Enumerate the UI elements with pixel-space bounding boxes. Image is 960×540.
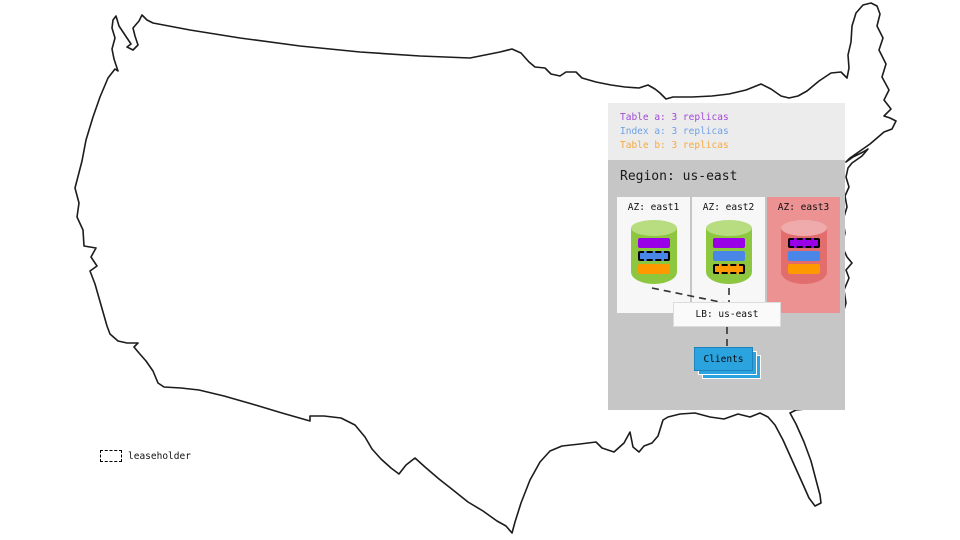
- leaseholder-label: leaseholder: [128, 450, 191, 462]
- replica-bar-table-a: [637, 238, 670, 248]
- leaseholder-swatch-icon: [100, 450, 122, 462]
- leaseholder-legend: leaseholder: [100, 450, 191, 462]
- region-title: Region: us-east: [620, 169, 738, 184]
- replica-bar-table-a: [787, 238, 820, 248]
- az-box: AZ: east1: [617, 197, 690, 313]
- clients-label: Clients: [703, 353, 744, 365]
- clients-box: Clients: [694, 347, 753, 371]
- legend-item: Index a: 3 replicas: [620, 126, 729, 137]
- replica-bars: [781, 238, 827, 277]
- lb-label: LB: us-east: [695, 309, 759, 320]
- az-label: AZ: east2: [702, 202, 755, 213]
- az-label: AZ: east3: [777, 202, 830, 213]
- replica-bar-table-b: [787, 264, 820, 274]
- replica-bar-index-a: [637, 251, 670, 261]
- replica-bar-index-a: [712, 251, 745, 261]
- az-box: AZ: east3: [767, 197, 840, 313]
- replica-bars: [631, 238, 677, 277]
- cylinder-top: [705, 220, 752, 236]
- legend-item: Table a: 3 replicas: [620, 112, 729, 123]
- load-balancer-box: LB: us-east: [673, 302, 781, 327]
- az-label: AZ: east1: [627, 202, 680, 213]
- az-box: AZ: east2: [692, 197, 765, 313]
- replica-bar-table-a: [712, 238, 745, 248]
- cylinder-top: [630, 220, 677, 236]
- replica-bar-table-b: [637, 264, 670, 274]
- region-panel: Region: us-east AZ: east1 AZ: east2: [608, 160, 845, 410]
- legend-item: Table b: 3 replicas: [620, 140, 729, 151]
- replica-legend-panel: Table a: 3 replicas Index a: 3 replicas …: [608, 103, 845, 160]
- cylinder-top: [780, 220, 827, 236]
- database-cylinder: [630, 220, 677, 284]
- replica-bar-index-a: [787, 251, 820, 261]
- database-cylinder: [705, 220, 752, 284]
- replica-bars: [706, 238, 752, 277]
- database-cylinder: [780, 220, 827, 284]
- replica-bar-table-b: [712, 264, 745, 274]
- az-row: AZ: east1 AZ: east2: [617, 197, 840, 313]
